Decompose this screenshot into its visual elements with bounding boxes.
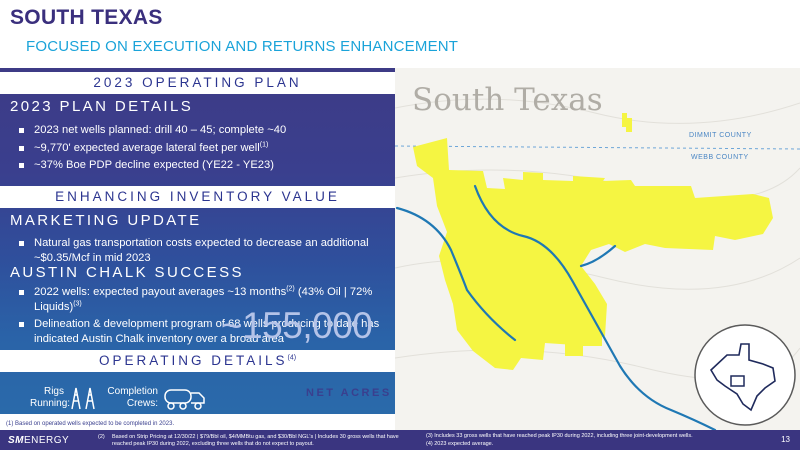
- drilling-rig-icon: [71, 387, 95, 410]
- acreage-main: [413, 138, 773, 370]
- acreage-parcel: [591, 304, 605, 317]
- list-item: 2022 wells: expected payout averages ~13…: [10, 285, 395, 314]
- acreage-map: [395, 98, 800, 430]
- texas-outline: [709, 343, 776, 412]
- frac-truck-icon: [164, 389, 205, 410]
- operating-details-band: OPERATING DETAILS(4): [0, 350, 395, 372]
- map-title: South Texas: [412, 82, 603, 118]
- river-tributary: [579, 244, 617, 268]
- river-western: [395, 206, 517, 342]
- footnote-2: Based on Strip Pricing at 12/30/22 | $79…: [112, 434, 399, 447]
- marketing-list: Natural gas transportation costs expecte…: [10, 236, 395, 268]
- page-title: SOUTH TEXAS: [10, 6, 163, 29]
- inset-location-box: [730, 375, 745, 387]
- marketing-update-heading: MARKETING UPDATE: [10, 212, 202, 229]
- list-item: 2023 net wells planned: drill 40 – 45; c…: [10, 123, 395, 138]
- list-item: ~37% Boe PDP decline expected (YE22 - YE…: [10, 158, 395, 173]
- footer-bar: SMENERGY (2) Based on Strip Pricing at 1…: [0, 430, 800, 450]
- net-acres-label: NET ACRES: [306, 387, 392, 399]
- completion-crews-label: Completion Crews:: [107, 386, 158, 409]
- river-main: [473, 184, 717, 430]
- footnote-4: (4) 2023 expected average.: [426, 441, 494, 447]
- south-texas-map: South Texas DIMMIT COUNTY WEBB COUNTY: [395, 68, 800, 430]
- plan-details-heading: 2023 PLAN DETAILS: [10, 98, 194, 115]
- acreage-parcel: [622, 113, 627, 127]
- austin-chalk-heading: AUSTIN CHALK SUCCESS: [10, 264, 244, 281]
- footnote-3: (3) Includes 33 gross wells that have re…: [426, 433, 693, 439]
- operating-plan-band: 2023 OPERATING PLAN: [0, 72, 395, 94]
- enhancing-inventory-band: ENHANCING INVENTORY VALUE: [0, 186, 395, 208]
- rivers: [395, 184, 717, 430]
- acreage-area: [413, 113, 773, 370]
- list-item: ~9,770' expected average lateral feet pe…: [10, 141, 395, 156]
- footnote-1: (1) Based on operated wells expected to …: [6, 421, 175, 427]
- acreage-parcel: [580, 326, 602, 346]
- page-subtitle: FOCUSED ON EXECUTION AND RETURNS ENHANCE…: [26, 38, 459, 55]
- county-label-webb: WEBB COUNTY: [691, 154, 749, 161]
- county-line: [395, 145, 800, 150]
- footnote-ref: (1): [259, 140, 269, 148]
- austin-chalk-list: 2022 wells: expected payout averages ~13…: [10, 285, 395, 349]
- list-item: Natural gas transportation costs expecte…: [10, 236, 395, 265]
- company-logo: SMENERGY: [8, 435, 70, 446]
- county-label-dimmit: DIMMIT COUNTY: [689, 132, 752, 139]
- plan-details-list: 2023 net wells planned: drill 40 – 45; c…: [10, 123, 395, 176]
- footnote-2-number: (2): [98, 434, 105, 440]
- acreage-parcel: [565, 334, 583, 356]
- page-number: 13: [781, 435, 790, 444]
- operating-plan-panel: 2023 OPERATING PLAN 2023 PLAN DETAILS 20…: [0, 68, 395, 414]
- texas-inset-map: [694, 324, 796, 426]
- acreage-parcel: [626, 118, 632, 132]
- net-acres-value: ~155,000: [221, 305, 373, 346]
- rigs-label: Rigs Running:: [30, 386, 71, 409]
- list-item: Delineation & development program of 68 …: [10, 317, 395, 346]
